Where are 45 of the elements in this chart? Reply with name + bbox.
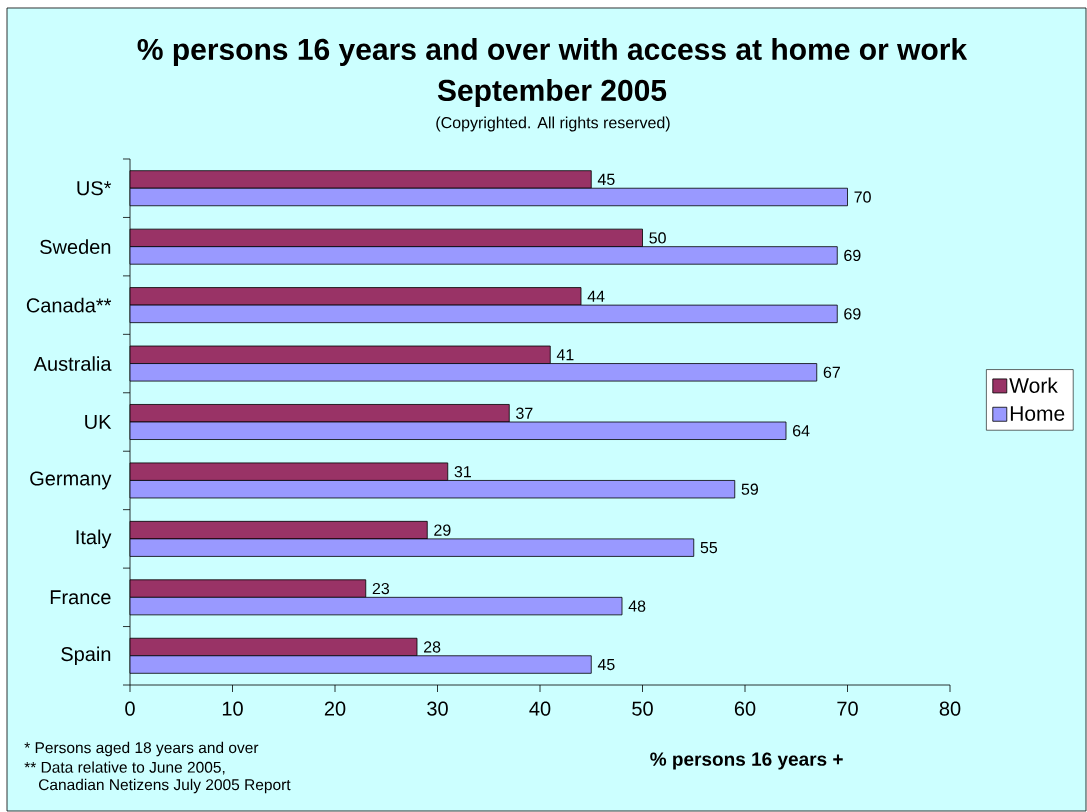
chart-title: % persons 16 years and over with access at home or work	[137, 38, 968, 66]
x-tick-label: 70	[837, 701, 858, 716]
legend-label: Home	[1010, 406, 1065, 421]
text: Canadian Netizens July 2005 Report	[38, 778, 291, 794]
chart-subtitle: September 2005	[437, 79, 667, 107]
x-tick-label: 0	[125, 701, 135, 716]
y-tick-label: France	[50, 590, 111, 605]
x-tick-label: 60	[734, 701, 756, 716]
x-tick-label: 30	[427, 701, 448, 716]
y-tick-label: Italy	[76, 529, 112, 549]
data-label: 29	[434, 524, 451, 536]
data-label: 70	[854, 191, 871, 203]
data-label: 67	[823, 366, 840, 378]
data-label: 37	[516, 407, 533, 419]
y-tick-label: Spain	[61, 646, 111, 666]
x-tick-label: 10	[222, 701, 243, 716]
y-tick-label: Australia	[33, 356, 112, 371]
y-tick-label: Germany	[30, 471, 112, 490]
legend-label: Work	[1009, 377, 1058, 393]
data-label: 23	[372, 582, 390, 595]
data-label: 69	[844, 249, 861, 262]
data-label: 59	[741, 483, 758, 495]
data-label: 50	[649, 232, 666, 244]
text: * Persons aged 18 years and over	[24, 741, 259, 757]
x-tick-label: 80	[939, 701, 961, 716]
data-label: 48	[628, 600, 646, 612]
text: ** Data relative to June 2005,	[24, 761, 225, 775]
data-label: 41	[556, 349, 574, 361]
data-label: 45	[597, 173, 615, 186]
y-tick-label: Canada**	[26, 297, 112, 313]
x-axis-title: % persons 16 years +	[650, 752, 843, 770]
data-label: 31	[454, 466, 471, 478]
y-tick-label: US*	[77, 181, 112, 196]
text: (Copyrighted. All rights reserved)	[436, 116, 670, 132]
y-tick-label: UK	[85, 415, 112, 429]
x-tick-label: 40	[529, 701, 551, 716]
data-label: 44	[587, 290, 605, 302]
y-tick-label: Sweden	[40, 239, 111, 254]
data-label: 55	[700, 542, 718, 554]
x-tick-label: 20	[324, 701, 346, 716]
data-label: 69	[844, 308, 861, 320]
x-tick-label: 50	[632, 701, 653, 716]
data-label: 64	[793, 425, 810, 437]
data-label: 45	[597, 658, 615, 671]
data-label: 28	[424, 641, 441, 653]
